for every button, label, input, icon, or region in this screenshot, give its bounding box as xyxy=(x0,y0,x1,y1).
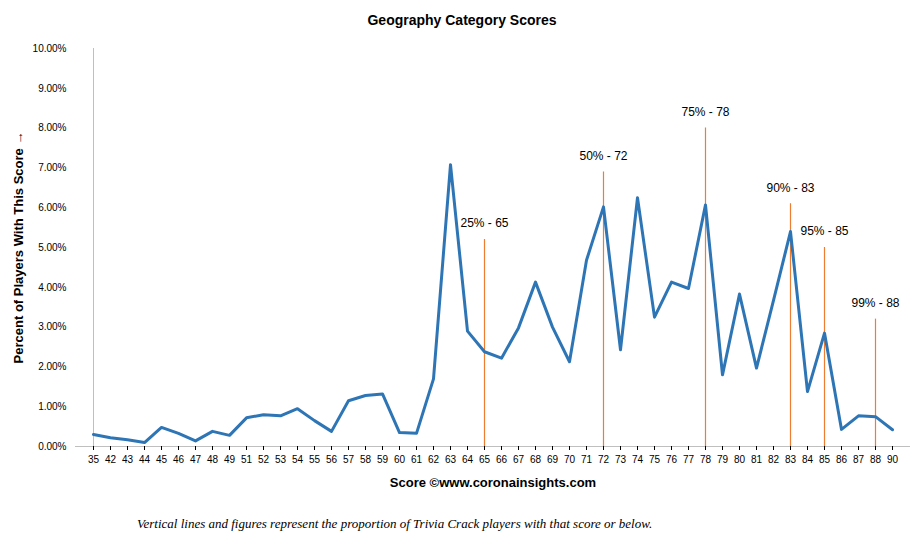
svg-text:90% - 83: 90% - 83 xyxy=(766,181,814,195)
svg-text:Percent of Players With This S: Percent of Players With This Score → xyxy=(11,132,26,364)
svg-text:77: 77 xyxy=(683,454,695,465)
svg-text:10.00%: 10.00% xyxy=(33,43,67,54)
svg-text:45: 45 xyxy=(156,454,168,465)
svg-text:63: 63 xyxy=(445,454,457,465)
svg-text:2.00%: 2.00% xyxy=(38,361,66,372)
svg-text:4.00%: 4.00% xyxy=(38,282,66,293)
svg-text:75% - 78: 75% - 78 xyxy=(681,105,729,119)
svg-text:70: 70 xyxy=(564,454,576,465)
svg-text:68: 68 xyxy=(530,454,542,465)
svg-text:44: 44 xyxy=(139,454,151,465)
svg-text:60: 60 xyxy=(394,454,406,465)
svg-text:95% - 85: 95% - 85 xyxy=(800,224,848,238)
html-text:Vertical lines and figures rep: Vertical lines and figures represent the… xyxy=(137,516,653,531)
svg-text:78: 78 xyxy=(700,454,712,465)
svg-text:83: 83 xyxy=(785,454,797,465)
svg-text:42: 42 xyxy=(105,454,117,465)
svg-text:75: 75 xyxy=(649,454,661,465)
svg-text:0.00%: 0.00% xyxy=(38,441,66,452)
svg-text:7.00%: 7.00% xyxy=(38,162,66,173)
svg-text:56: 56 xyxy=(326,454,338,465)
svg-text:3.00%: 3.00% xyxy=(38,321,66,332)
svg-text:82: 82 xyxy=(768,454,780,465)
svg-text:65: 65 xyxy=(479,454,491,465)
svg-text:46: 46 xyxy=(173,454,185,465)
svg-text:35: 35 xyxy=(88,454,100,465)
svg-text:25% - 65: 25% - 65 xyxy=(460,216,508,230)
svg-text:69: 69 xyxy=(547,454,559,465)
svg-text:85: 85 xyxy=(819,454,831,465)
svg-text:1.00%: 1.00% xyxy=(38,401,66,412)
svg-text:62: 62 xyxy=(428,454,440,465)
svg-text:76: 76 xyxy=(666,454,678,465)
svg-text:81: 81 xyxy=(751,454,763,465)
svg-text:50% - 72: 50% - 72 xyxy=(579,149,627,163)
svg-text:54: 54 xyxy=(292,454,304,465)
svg-text:64: 64 xyxy=(462,454,474,465)
svg-text:58: 58 xyxy=(360,454,372,465)
svg-text:84: 84 xyxy=(802,454,814,465)
svg-text:61: 61 xyxy=(411,454,423,465)
svg-text:73: 73 xyxy=(615,454,627,465)
svg-text:6.00%: 6.00% xyxy=(38,202,66,213)
svg-text:52: 52 xyxy=(258,454,270,465)
svg-text:48: 48 xyxy=(207,454,219,465)
svg-text:5.00%: 5.00% xyxy=(38,242,66,253)
svg-text:66: 66 xyxy=(496,454,508,465)
svg-text:74: 74 xyxy=(632,454,644,465)
svg-text:87: 87 xyxy=(853,454,865,465)
svg-text:49: 49 xyxy=(224,454,236,465)
svg-text:Score ©www.coronainsights.com: Score ©www.coronainsights.com xyxy=(390,475,596,490)
html-text:Geography Category Scores: Geography Category Scores xyxy=(367,12,557,28)
svg-text:71: 71 xyxy=(581,454,593,465)
svg-text:9.00%: 9.00% xyxy=(38,83,66,94)
svg-text:47: 47 xyxy=(190,454,202,465)
svg-text:79: 79 xyxy=(717,454,729,465)
svg-text:90: 90 xyxy=(887,454,899,465)
svg-text:8.00%: 8.00% xyxy=(38,122,66,133)
svg-text:53: 53 xyxy=(275,454,287,465)
svg-text:86: 86 xyxy=(836,454,848,465)
svg-text:72: 72 xyxy=(598,454,610,465)
svg-text:99% - 88: 99% - 88 xyxy=(851,296,899,310)
svg-text:88: 88 xyxy=(870,454,882,465)
svg-text:57: 57 xyxy=(343,454,355,465)
svg-text:80: 80 xyxy=(734,454,746,465)
svg-text:43: 43 xyxy=(122,454,134,465)
svg-text:55: 55 xyxy=(309,454,321,465)
svg-text:67: 67 xyxy=(513,454,525,465)
svg-text:59: 59 xyxy=(377,454,389,465)
svg-text:51: 51 xyxy=(241,454,253,465)
